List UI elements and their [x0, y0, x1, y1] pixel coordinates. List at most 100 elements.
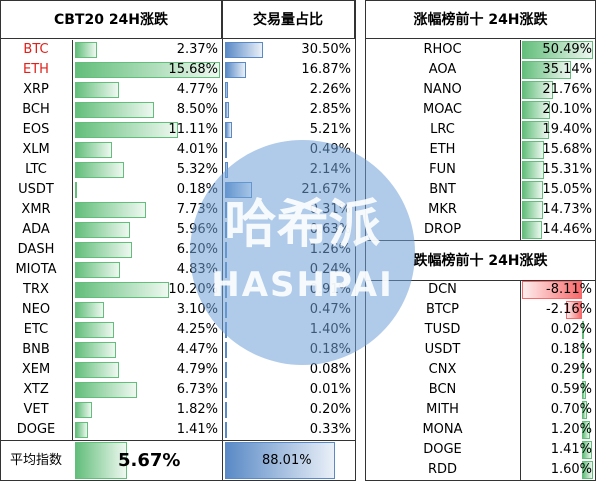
section-title: 跌幅榜前十 24H涨跌: [365, 240, 596, 281]
change-value: 10.20%: [168, 282, 218, 297]
data-bar: [75, 442, 128, 479]
data-bar: [75, 62, 220, 78]
data-bar: [522, 281, 582, 299]
coin-name: DCN: [428, 282, 457, 297]
data-bar: [582, 381, 587, 399]
coin-name: NANO: [423, 82, 462, 97]
data-bar: [75, 262, 120, 278]
coin-name: RDD: [427, 462, 458, 477]
footer-volume: 88.01%: [262, 453, 312, 468]
coin-name: BNT: [429, 182, 456, 197]
change-value: 0.18%: [176, 182, 218, 197]
data-bar: [522, 121, 550, 139]
coin-name: TRX: [23, 282, 49, 297]
change-value: 1.60%: [550, 462, 592, 477]
data-bar: [522, 141, 545, 159]
data-bar: [75, 102, 154, 118]
volume-value: 0.47%: [309, 302, 351, 317]
data-bar: [75, 122, 178, 138]
volume-value: 16.87%: [301, 62, 351, 77]
coin-name: BTCP: [425, 302, 459, 317]
data-bar: [582, 321, 584, 339]
change-value: 4.83%: [176, 262, 218, 277]
change-value: 21.76%: [542, 82, 592, 97]
column-header: CBT20 24H涨跌: [0, 0, 222, 39]
coin-name: LTC: [25, 162, 47, 177]
change-value: 6.20%: [176, 242, 218, 257]
change-value: 1.41%: [176, 422, 218, 437]
volume-value: 21.67%: [301, 182, 351, 197]
coin-name: BTC: [23, 42, 49, 57]
volume-value: 0.63%: [309, 222, 351, 237]
coin-name: RHOC: [423, 42, 462, 57]
volume-value: 2.14%: [309, 162, 351, 177]
data-bar: [522, 41, 593, 59]
change-value: 0.18%: [550, 342, 592, 357]
volume-value: 1.26%: [309, 242, 351, 257]
coin-name: MIOTA: [15, 262, 57, 277]
data-bar: [225, 62, 247, 78]
coin-name: DROP: [423, 222, 462, 237]
data-bar: [225, 82, 228, 98]
coin-name: MONA: [422, 422, 463, 437]
change-value: 1.82%: [176, 402, 218, 417]
data-bar: [225, 382, 227, 398]
volume-value: 2.85%: [309, 102, 351, 117]
data-bar: [225, 122, 232, 138]
volume-value: 0.49%: [309, 142, 351, 157]
data-bar: [75, 82, 120, 98]
change-value: 35.14%: [542, 62, 592, 77]
volume-value: 30.50%: [301, 42, 351, 57]
coin-name: ETH: [23, 62, 49, 77]
volume-value: 0.24%: [309, 262, 351, 277]
data-bar: [75, 162, 125, 178]
change-value: -2.16%: [546, 302, 592, 317]
data-bar: [582, 461, 593, 479]
change-value: 0.59%: [550, 382, 592, 397]
coin-name: BCH: [22, 102, 50, 117]
change-value: 15.68%: [542, 142, 592, 157]
change-value: 0.29%: [550, 362, 592, 377]
coin-name: NEO: [21, 302, 51, 317]
coin-name: AOA: [428, 62, 457, 77]
coin-name: DOGE: [16, 422, 56, 437]
data-bar: [75, 422, 89, 438]
coin-name: EOS: [22, 122, 50, 137]
data-bar: [582, 441, 592, 459]
volume-value: 1.40%: [309, 322, 351, 337]
volume-value: 0.31%: [309, 202, 351, 217]
data-bar: [75, 242, 133, 258]
data-bar: [75, 402, 92, 418]
volume-value: 0.20%: [309, 402, 351, 417]
change-value: 4.25%: [176, 322, 218, 337]
data-bar: [75, 302, 104, 318]
coin-name: ADA: [22, 222, 50, 237]
change-value: 0.70%: [550, 402, 592, 417]
footer-label: 平均指数: [9, 453, 62, 468]
data-bar: [225, 402, 227, 418]
data-bar: [522, 201, 543, 219]
coin-name: ETC: [23, 322, 49, 337]
data-bar: [75, 142, 113, 158]
data-bar: [566, 301, 582, 319]
change-value: 5.96%: [176, 222, 218, 237]
volume-value: 5.21%: [309, 122, 351, 137]
change-value: 14.46%: [542, 222, 592, 237]
data-bar: [75, 182, 77, 198]
change-value: 11.11%: [168, 122, 218, 137]
data-bar: [522, 221, 543, 239]
volume-value: 0.01%: [309, 382, 351, 397]
coin-name: ETH: [429, 142, 456, 157]
coin-name: BNB: [22, 342, 50, 357]
coin-name: DASH: [17, 242, 55, 257]
data-bar: [582, 421, 591, 439]
data-bar: [75, 382, 138, 398]
change-value: 15.05%: [542, 182, 592, 197]
volume-value: 0.18%: [309, 342, 351, 357]
footer-change: 5.67%: [118, 450, 181, 471]
coin-name: XEM: [21, 362, 51, 377]
data-bar: [75, 42, 97, 58]
change-value: 4.79%: [176, 362, 218, 377]
data-bar: [75, 322, 115, 338]
